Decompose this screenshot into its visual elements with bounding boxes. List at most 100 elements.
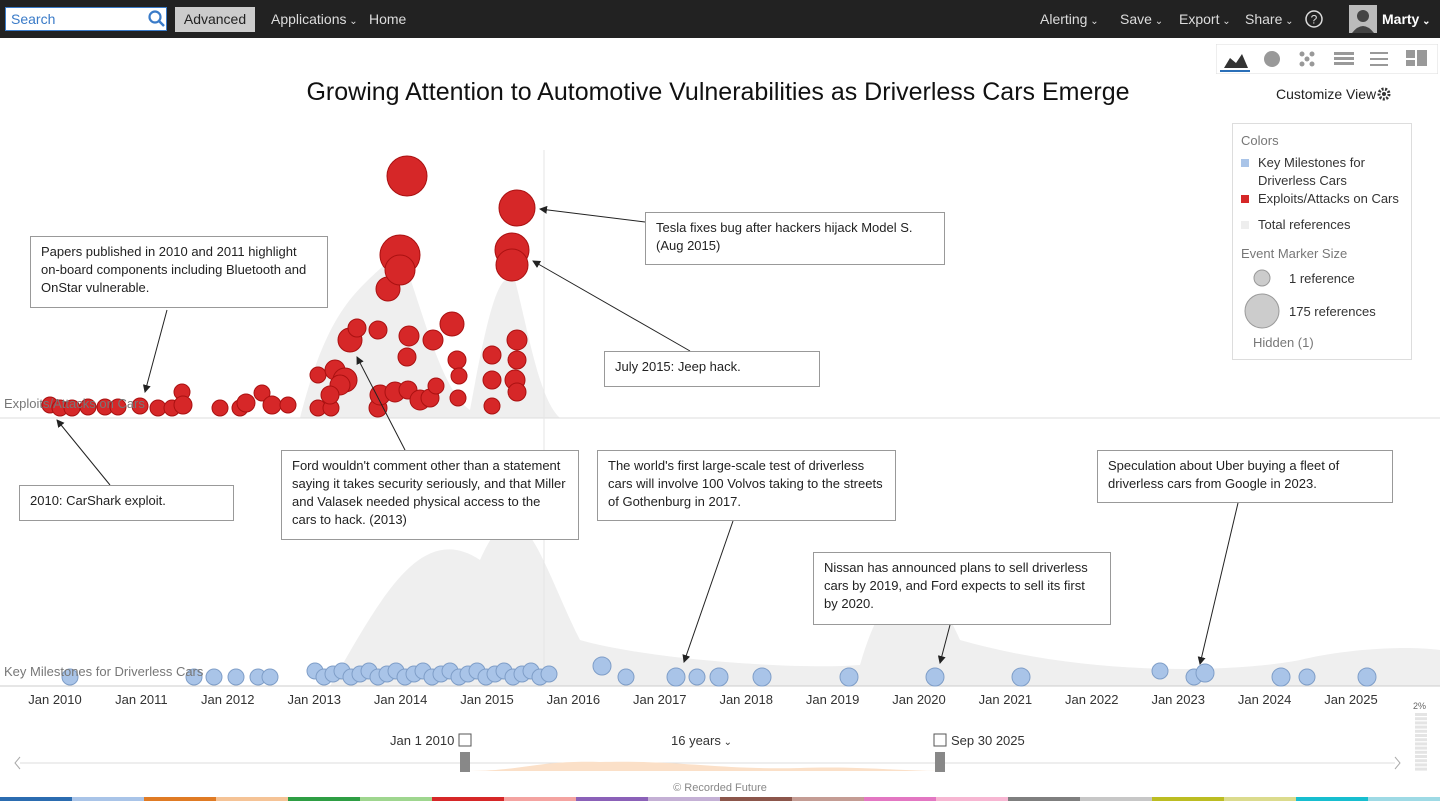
slider-left[interactable]	[14, 756, 21, 770]
exploit-marker	[131, 397, 149, 415]
legend: Colors Key Milestones for Driverless Car…	[1232, 123, 1412, 360]
color-stripe	[0, 797, 72, 801]
exploit-marker	[262, 395, 282, 415]
slider-right[interactable]	[1394, 756, 1401, 770]
color-stripe	[360, 797, 432, 801]
color-stripe	[72, 797, 144, 801]
color-stripe	[648, 797, 720, 801]
density-bar	[1415, 725, 1427, 729]
exploit-marker	[79, 398, 97, 416]
legend-item[interactable]: Exploits/Attacks on Cars	[1258, 191, 1399, 206]
exploit-marker	[439, 311, 465, 337]
exploit-marker	[253, 384, 271, 402]
slider-handle[interactable]	[935, 752, 945, 772]
axis-label: Jan 2020	[892, 692, 946, 707]
menu[interactable]: Alerting	[1040, 11, 1099, 27]
annotation-arrow	[937, 624, 951, 664]
legend-item[interactable]: Key Milestones for Driverless Cars	[1258, 155, 1365, 188]
annotation: Speculation about Uber buying a fleet of…	[1097, 450, 1393, 503]
exploit-marker	[507, 382, 527, 402]
annotation: 2010: CarShark exploit.	[19, 485, 234, 521]
scale-label: 2%	[1413, 701, 1427, 711]
density-bar	[1415, 717, 1427, 721]
axis-label: Jan 2018	[719, 692, 773, 707]
color-stripe	[288, 797, 360, 801]
legend-item[interactable]: Total references	[1258, 217, 1351, 232]
color-stripe	[216, 797, 288, 801]
milestone-marker	[592, 656, 612, 676]
menu[interactable]: Share	[1245, 11, 1294, 27]
view-table[interactable]	[1334, 52, 1354, 65]
exploit-marker	[427, 377, 445, 395]
milestone-marker	[261, 668, 279, 686]
view-network[interactable]	[1299, 51, 1315, 67]
exploit-marker	[109, 398, 127, 416]
milestone-marker	[925, 667, 945, 687]
timeline	[0, 150, 1440, 801]
annotation-arrow	[1197, 502, 1239, 665]
hidden-toggle[interactable]: Hidden (1)	[1253, 335, 1314, 350]
color-stripe	[1080, 797, 1152, 801]
exploit-marker	[422, 329, 444, 351]
milestone-marker	[617, 668, 635, 686]
range-span[interactable]: 16 years	[671, 733, 732, 748]
range-start[interactable]: Jan 1 2010	[390, 733, 455, 748]
color-stripe	[432, 797, 504, 801]
annotation-arrow	[539, 205, 646, 223]
search-icon[interactable]	[148, 10, 166, 28]
menu[interactable]: Save	[1120, 11, 1163, 27]
annotation-arrow	[142, 309, 168, 393]
axis-label: Jan 2012	[201, 692, 255, 707]
exploit-marker	[211, 399, 229, 417]
customize-view[interactable]: Customize View	[1276, 86, 1377, 102]
density-bar	[1415, 750, 1427, 754]
color-stripe	[1152, 797, 1224, 801]
avatar[interactable]	[1349, 5, 1377, 33]
density-bar	[1415, 746, 1427, 750]
milestone-marker	[752, 667, 772, 687]
axis-label: Jan 2016	[546, 692, 601, 707]
exploit-marker	[495, 248, 529, 282]
exploit-marker	[449, 389, 467, 407]
view-grid[interactable]	[1406, 50, 1427, 66]
color-stripe	[1296, 797, 1368, 801]
exploit-marker	[236, 393, 256, 413]
size-swatches	[1253, 269, 1271, 287]
color-stripe	[144, 797, 216, 801]
exploit-marker	[447, 350, 467, 370]
search-box[interactable]: Search	[5, 7, 167, 31]
exploit-marker	[347, 318, 367, 338]
gear-icon[interactable]	[1376, 86, 1392, 102]
range-end[interactable]: Sep 30 2025	[951, 733, 1025, 748]
milestone-marker	[205, 668, 223, 686]
axis-label: Jan 2017	[633, 692, 687, 707]
view-switcher	[1216, 44, 1438, 74]
slider-handle[interactable]	[460, 752, 470, 772]
color-stripe	[576, 797, 648, 801]
color-stripe	[1224, 797, 1296, 801]
advanced-button[interactable]: Advanced	[175, 7, 255, 32]
exploit-marker	[450, 367, 468, 385]
lane-label: Key Milestones for Driverless Cars	[4, 664, 204, 679]
lane-label: Exploits/Attacks on Cars	[4, 396, 145, 411]
exploit-marker	[483, 397, 501, 415]
view-list[interactable]	[1370, 52, 1388, 66]
exploit-marker	[506, 329, 528, 351]
menu[interactable]: Home	[369, 11, 407, 27]
exploit-marker	[507, 350, 527, 370]
menu[interactable]: Applications	[271, 11, 358, 27]
view-map[interactable]	[1264, 51, 1280, 67]
user-menu[interactable]: Marty	[1382, 11, 1431, 27]
view-timeline[interactable]	[1224, 54, 1248, 68]
annotation: The world's first large-scale test of dr…	[597, 450, 896, 521]
help-icon[interactable]: ?	[1304, 9, 1336, 29]
milestone-marker	[1298, 668, 1316, 686]
exploit-marker	[482, 345, 502, 365]
color-stripe	[936, 797, 1008, 801]
annotation: July 2015: Jeep hack.	[604, 351, 820, 387]
milestone-marker	[227, 668, 245, 686]
milestone-marker	[185, 668, 203, 686]
menu[interactable]: Export	[1179, 11, 1231, 27]
density-bar	[1415, 729, 1427, 733]
exploit-marker	[386, 155, 428, 197]
